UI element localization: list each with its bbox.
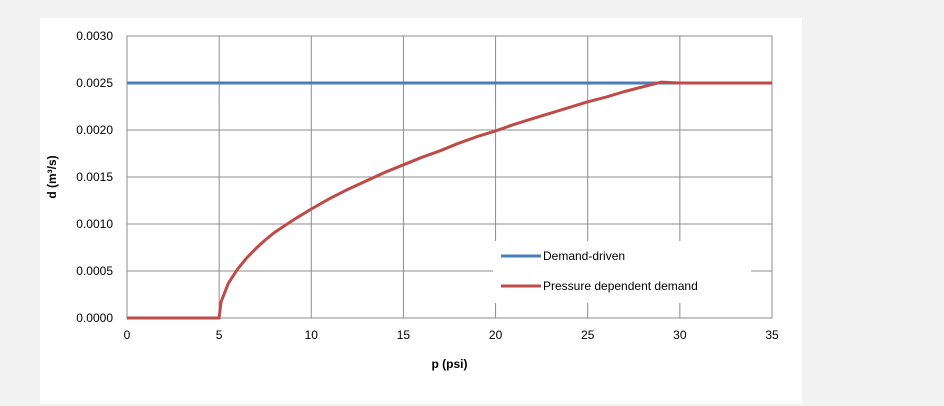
y-tick-label: 0.0010: [76, 217, 113, 231]
x-tick-label: 20: [489, 328, 503, 342]
x-axis-title: p (psi): [432, 357, 468, 371]
y-tick-label: 0.0020: [76, 123, 113, 137]
x-tick-label: 5: [216, 328, 223, 342]
legend: Demand-driven Pressure dependent demand: [493, 241, 751, 303]
x-tick-label: 10: [305, 328, 319, 342]
line-chart: 0 5 10 15 20 25 30 35 0.00000.00050.00100.00150…: [45, 29, 779, 371]
y-tick-label: 0.0000: [76, 311, 113, 325]
series-line-2: [127, 80, 772, 320]
x-axis-ticks: 0 5 10 15 20 25 30 35: [124, 328, 779, 342]
y-tick-label: 0.0015: [76, 170, 113, 184]
legend-label: Demand-driven: [543, 249, 625, 263]
x-tick-label: 25: [581, 328, 595, 342]
y-axis-ticks: 0.0000 0.0005 0.0010 0.0015 0.0020 0.0025 0.00…: [76, 29, 113, 325]
y-tick-label: 0.0025: [76, 76, 113, 90]
x-tick-label: 0: [124, 328, 131, 342]
plot-area-border: [126, 35, 773, 319]
x-tick-label: 35: [765, 328, 779, 342]
x-tick-label: 30: [673, 328, 687, 342]
y-tick-label: 0.0030: [76, 29, 113, 43]
x-tick-label: 15: [397, 328, 411, 342]
chart-container: 0 5 10 15 20 25 30 35 0.0000 0.0005 0.0010 0.0015 0…: [40, 18, 802, 404]
y-axis-title: d (m³/s): [45, 155, 59, 198]
series-layer: [127, 80, 772, 320]
plot-border: [126, 35, 773, 319]
y-tick-label: 0.0005: [76, 264, 113, 278]
legend-box: [493, 241, 751, 303]
legend-label: Pressure dependent demand: [543, 279, 698, 293]
